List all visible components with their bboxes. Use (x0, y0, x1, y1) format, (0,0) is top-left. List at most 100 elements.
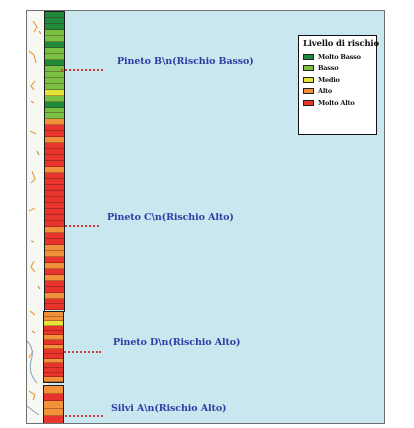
coastline-segment (44, 393, 63, 402)
coastline-segment (44, 349, 63, 354)
coastline-segment (44, 353, 63, 359)
coastline-segment (45, 262, 64, 269)
legend-title: Livello di rischio (303, 39, 379, 49)
legend-swatch (303, 76, 314, 83)
coastline-segment (45, 71, 64, 78)
coastline-segment (45, 220, 64, 227)
coastline-segment (44, 372, 63, 378)
legend-item-alto: Alto (303, 86, 376, 98)
coastline-segment (45, 280, 64, 287)
coastline-segment (45, 47, 64, 54)
coastline-segment (45, 226, 64, 233)
coastline-segment (44, 416, 63, 423)
legend-item-molto-alto: Molto Alto (303, 97, 376, 109)
coastline-segment (45, 107, 64, 114)
coastline-segment (45, 119, 64, 126)
coastline-segment (45, 77, 64, 84)
coastline-segment (44, 377, 63, 382)
legend-swatch (303, 53, 314, 60)
coastline-segment (44, 401, 63, 409)
coastline-segment (45, 244, 64, 251)
coastline-segment (44, 339, 63, 345)
coastline-segment (45, 125, 64, 132)
coastline-segment (44, 386, 63, 394)
coastline-segment (45, 250, 64, 257)
leader-line-silvi-a (61, 415, 103, 417)
coastline-risk-strip-upper (44, 11, 65, 312)
coastline-segment (45, 149, 64, 156)
coastline-segment (45, 292, 64, 299)
coastline-segment (45, 53, 64, 60)
leader-line-pineto-b (61, 69, 103, 71)
coastline-segment (44, 344, 63, 350)
legend-swatch (303, 65, 314, 72)
legend-label: Molto Alto (318, 98, 355, 107)
leader-line-pineto-c (61, 225, 99, 227)
coastline-segment (45, 232, 64, 239)
legend-label: Basso (318, 64, 339, 73)
legend-swatch (303, 88, 314, 95)
coastline-segment (45, 179, 64, 186)
risk-legend: Livello di rischio Molto Basso Basso Med… (298, 35, 379, 135)
coastline-segment (44, 330, 63, 336)
legend-item-molto-basso: Molto Basso (303, 51, 376, 63)
coastline-segment (45, 268, 64, 275)
coastline-segment (45, 23, 64, 30)
coastline-segment (45, 197, 64, 203)
coastline-segment (45, 214, 64, 221)
legend-swatch (303, 99, 314, 106)
legend-item-medio: Medio (303, 74, 376, 86)
coastline-segment (45, 274, 64, 281)
coastline-segment (45, 89, 64, 96)
coastline-segment (45, 167, 64, 174)
coastline-segment (44, 316, 63, 322)
coastline-segment (45, 143, 64, 150)
coastline-segment (45, 298, 64, 305)
coastline-segment (45, 191, 64, 198)
coastline-segment (45, 185, 64, 192)
coastline-segment (45, 131, 64, 138)
coastline-segment (45, 155, 64, 162)
coastal-features (27, 20, 42, 416)
legend-label: Alto (318, 87, 333, 96)
coastline-segment (45, 173, 64, 180)
site-label-pineto-d: Pineto D\n(Rischio Alto) (113, 337, 241, 348)
legend-label: Molto Basso (318, 52, 361, 61)
coastline-segment (44, 363, 63, 368)
coastline-segment (45, 17, 64, 24)
coastline-segment (45, 83, 64, 90)
coastline-segment (45, 95, 64, 102)
site-label-pineto-c: Pineto C\n(Rischio Alto) (107, 212, 234, 223)
coastline-segment (44, 325, 63, 331)
leader-line-pineto-d (61, 351, 101, 353)
coastline-segment (44, 358, 63, 364)
coastline-risk-strip-lower (43, 385, 64, 423)
coastline-segment (45, 59, 64, 66)
coastline-segment (45, 304, 64, 311)
coastline-segment (45, 286, 64, 293)
site-label-silvi-a: Silvi A\n(Rischio Alto) (111, 403, 227, 414)
coastline-segment (45, 256, 64, 263)
coastline-segment (45, 65, 64, 72)
coastline-segment (45, 101, 64, 108)
legend-item-basso: Basso (303, 63, 376, 75)
map-frame: Pineto B\n(Rischio Basso) Pineto C\n(Ris… (26, 10, 385, 424)
coastline-segment (45, 238, 64, 245)
coastline-segment (44, 367, 63, 373)
coastline-segment (45, 161, 64, 168)
coastline-segment (45, 41, 64, 48)
coastline-segment (44, 321, 63, 326)
coastline-segment (45, 137, 64, 144)
coastline-segment (45, 29, 64, 36)
coastline-segment (45, 113, 64, 120)
coastline-segment (44, 408, 63, 417)
coastline-segment (44, 335, 63, 340)
coastline-risk-strip-middle (43, 311, 64, 383)
coastline-segment (45, 35, 64, 42)
coastline-segment (44, 312, 63, 317)
legend-label: Medio (318, 75, 340, 84)
site-label-pineto-b: Pineto B\n(Rischio Basso) (117, 56, 254, 67)
coastline-segment (45, 203, 64, 209)
coastline-segment (45, 12, 64, 18)
coastline-segment (45, 208, 64, 215)
